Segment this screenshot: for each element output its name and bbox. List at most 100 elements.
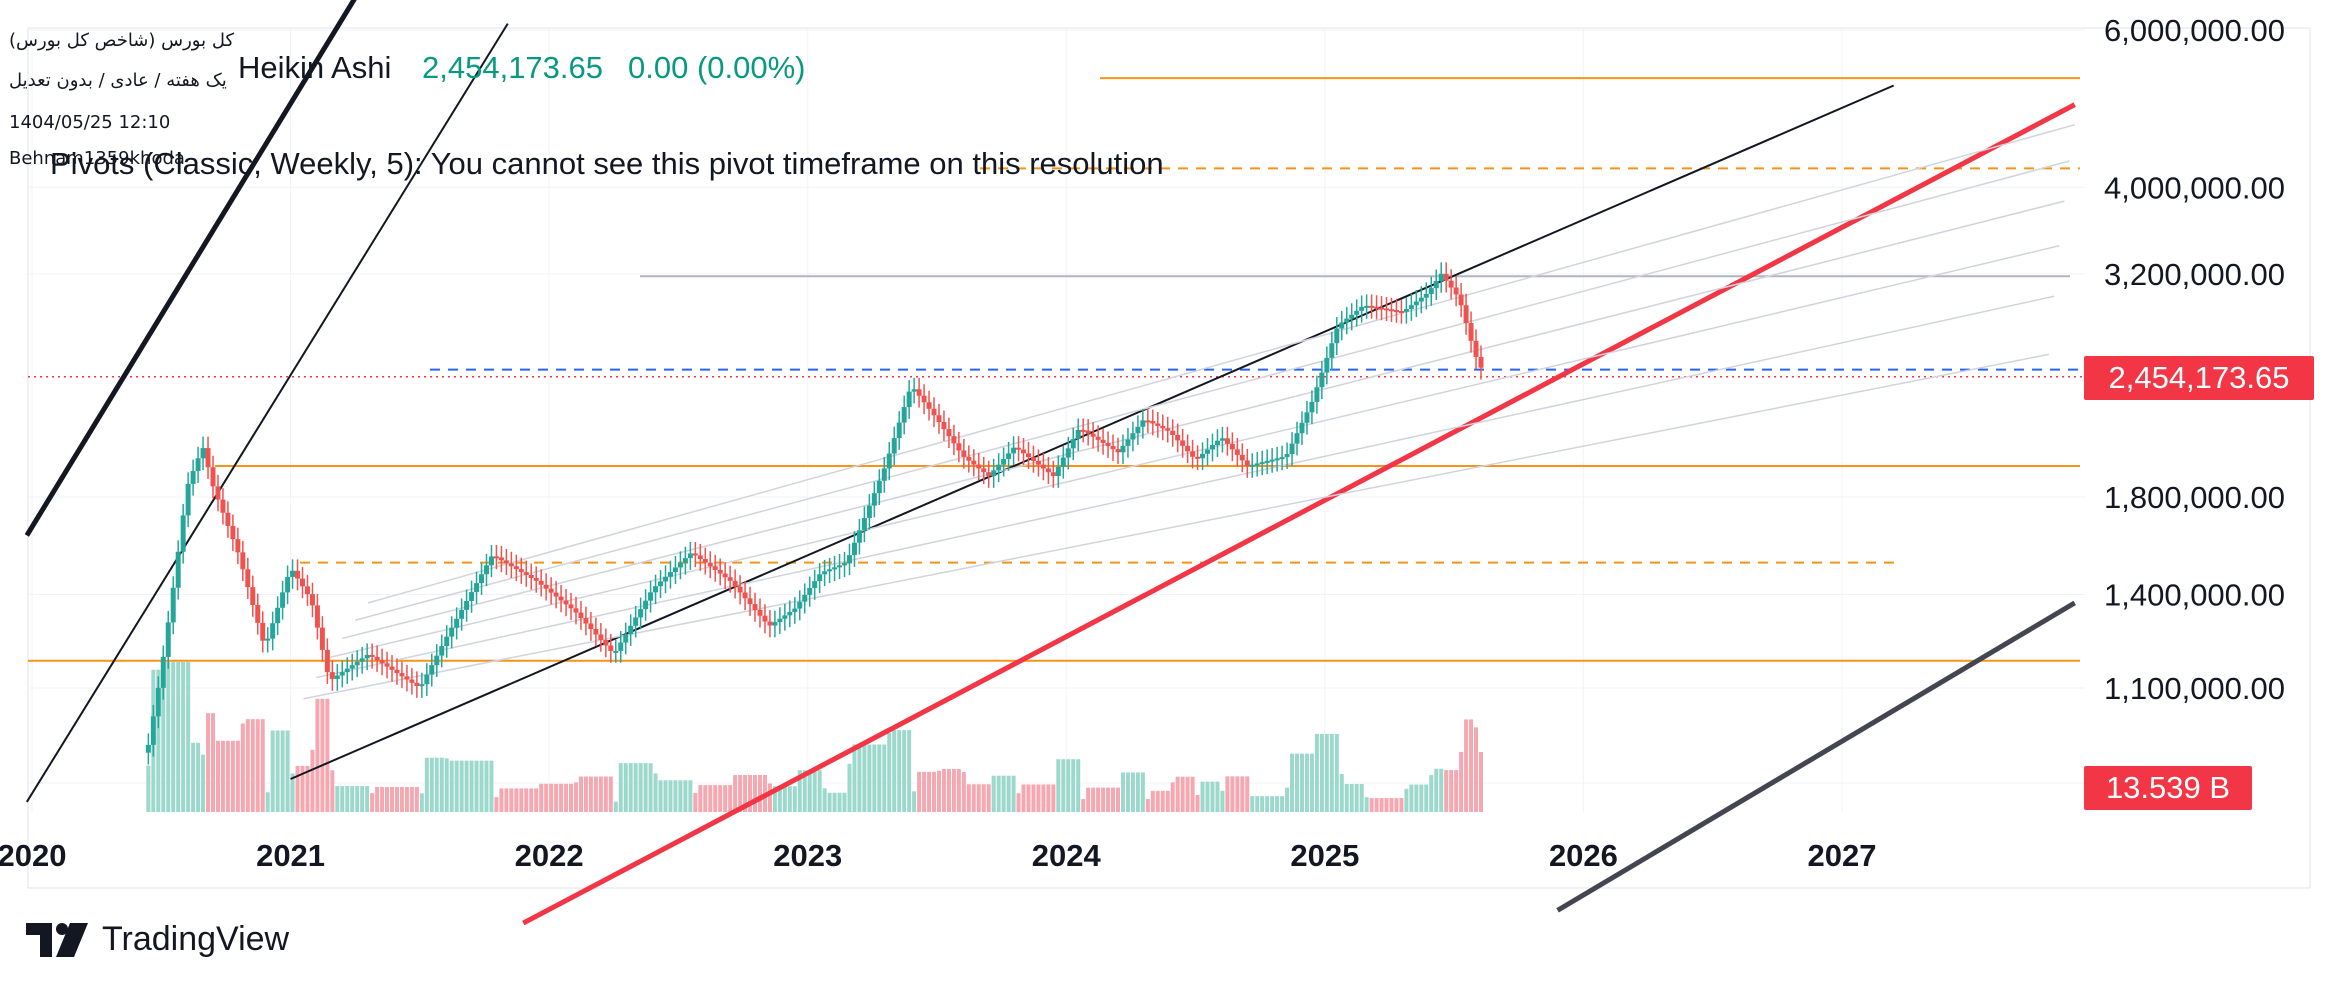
candle-body: [1388, 309, 1394, 312]
volume-bar: [196, 742, 201, 812]
volume-bar: [941, 769, 946, 812]
candle-body: [538, 580, 544, 585]
candle-body: [802, 594, 808, 602]
candle-body: [205, 448, 211, 468]
volume-bar: [1116, 787, 1120, 812]
candle-body: [1175, 434, 1181, 441]
candle-body: [319, 627, 325, 650]
volume-bar: [330, 770, 335, 812]
candle-body: [558, 596, 564, 601]
volume-bar: [1429, 775, 1434, 812]
volume-bar: [1399, 798, 1404, 812]
candle-body: [1359, 306, 1365, 311]
volume-bar: [1285, 787, 1290, 812]
candle-body: [1369, 305, 1375, 308]
volume-bar: [300, 765, 305, 812]
candle-body: [737, 586, 743, 593]
candle-body: [812, 581, 818, 588]
candle-body: [1269, 459, 1275, 462]
volume-bar: [509, 788, 514, 812]
candle-body: [354, 661, 360, 666]
volume-bar: [623, 763, 628, 812]
volume-bar: [519, 788, 524, 812]
volume-bar: [360, 786, 365, 812]
candle-body: [971, 460, 977, 465]
candle-body: [1438, 273, 1444, 281]
volume-bar: [1041, 784, 1046, 812]
candle-body: [618, 642, 624, 651]
volume-bar: [305, 765, 310, 812]
volume-bar: [872, 744, 877, 812]
candle-body: [503, 560, 509, 564]
volume-bar: [598, 776, 603, 812]
candle-body: [369, 654, 375, 657]
candle-body: [792, 608, 798, 612]
volume-bar: [1299, 753, 1304, 812]
volume-bar: [588, 776, 593, 812]
candle-body: [921, 395, 927, 403]
candle-body: [1090, 433, 1096, 437]
candle-body: [280, 592, 286, 608]
volume-bar: [817, 770, 822, 812]
candle-body: [643, 600, 649, 610]
candle-body: [1001, 459, 1007, 465]
y-tick-label: 3,200,000.00: [2104, 257, 2285, 292]
volume-bar: [648, 763, 653, 812]
candle-body: [807, 587, 813, 595]
x-tick-label: 2020: [0, 838, 66, 873]
candle-body: [304, 586, 310, 595]
candle-body: [1060, 457, 1066, 467]
volume-bar: [340, 786, 345, 812]
volume-bar: [424, 757, 429, 812]
candle-body: [623, 634, 629, 643]
candle-body: [911, 389, 917, 392]
candle-body: [434, 655, 440, 666]
candle-body: [1025, 453, 1031, 458]
tradingview-logo[interactable]: TradingView: [26, 920, 289, 959]
volume-bar: [320, 698, 325, 812]
volume-bar: [882, 744, 887, 812]
volume-bar: [569, 783, 574, 812]
volume-bar: [1066, 759, 1071, 812]
candle-body: [648, 592, 654, 601]
volume-bar: [1165, 790, 1170, 812]
volume-bar: [310, 749, 315, 812]
volume-bar: [822, 788, 827, 812]
candle-body: [1016, 447, 1022, 450]
volume-bar: [792, 786, 797, 812]
candle-body: [150, 716, 156, 745]
candle-body: [225, 512, 231, 526]
volume-bar: [703, 785, 708, 812]
x-tick-label: 2026: [1549, 838, 1618, 873]
volume-bar: [583, 776, 588, 812]
candle-body: [1314, 387, 1320, 402]
candle-body: [374, 656, 380, 661]
candle-body: [722, 573, 728, 578]
last-volume-badge: 13.539 B: [2084, 766, 2252, 810]
candle-body: [996, 464, 1002, 471]
candle-body: [1393, 310, 1399, 313]
volume-bar: [1394, 798, 1399, 812]
volume-bar: [1260, 796, 1265, 812]
parallel-channel-line: [367, 123, 2075, 604]
volume-bar: [1478, 752, 1483, 812]
volume-bar: [469, 760, 474, 812]
candle-body: [772, 622, 778, 626]
candle-body: [459, 609, 465, 619]
candle-body: [1344, 318, 1350, 323]
candle-body: [1259, 462, 1265, 465]
volume-bar: [166, 662, 171, 812]
parallel-channel-line: [316, 295, 2055, 679]
volume-bar: [1304, 753, 1309, 812]
volume-bar: [186, 662, 191, 812]
volume-bar: [1434, 768, 1439, 812]
volume-bar: [1459, 751, 1464, 812]
y-tick-label: 6,000,000.00: [2104, 13, 2285, 48]
volume-bar: [419, 793, 424, 812]
candle-body: [1264, 460, 1270, 463]
volume-bar: [832, 792, 837, 812]
volume-bar: [1096, 787, 1101, 812]
volume-bar: [668, 780, 673, 812]
volume-bar: [1290, 753, 1295, 812]
